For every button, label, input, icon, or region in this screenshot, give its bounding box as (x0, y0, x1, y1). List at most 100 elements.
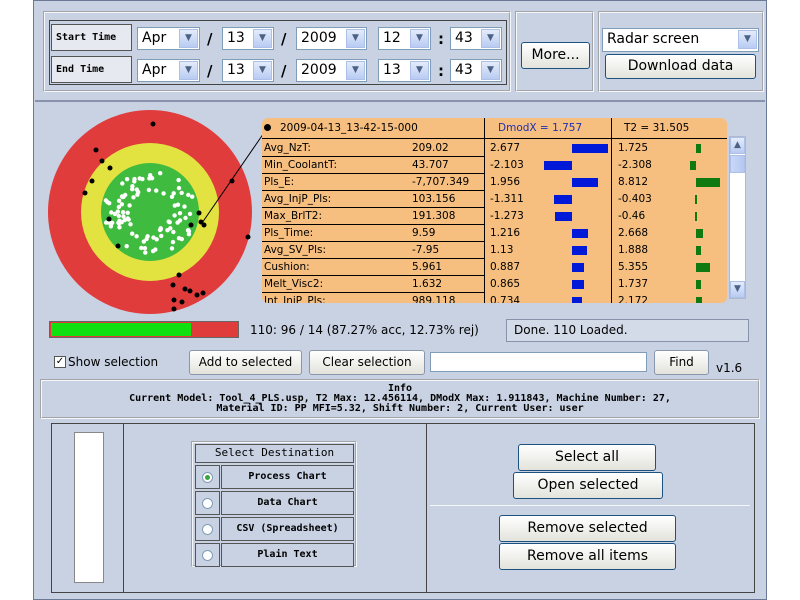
destination-radio[interactable] (202, 472, 213, 483)
row-value: 209.02 (412, 142, 449, 154)
start-day-select[interactable]: 13 ▼ (222, 27, 274, 50)
chevron-down-icon[interactable]: ▼ (738, 30, 757, 49)
find-input[interactable] (430, 352, 647, 372)
start-hour-value: 12 (383, 30, 401, 46)
show-selection-label: Show selection (68, 355, 159, 369)
row-name: Avg_NzT: (264, 142, 311, 154)
date-separator: / (207, 62, 213, 80)
row-name: Max_BrlT2: (264, 210, 323, 222)
selection-list[interactable] (74, 432, 104, 583)
selection-list-frame (51, 423, 124, 593)
download-data-button[interactable]: Download data (605, 54, 756, 79)
destination-radio-cell[interactable] (195, 491, 220, 515)
start-minute-select[interactable]: 43 ▼ (450, 27, 502, 50)
chevron-down-icon[interactable]: ▼ (346, 61, 365, 80)
chevron-down-icon[interactable]: ▼ (481, 61, 500, 80)
open-selected-button[interactable]: Open selected (513, 472, 663, 499)
t2-bar (696, 263, 711, 272)
row-t2: 8.812 (618, 176, 649, 188)
row-name: Avg_InjP_Pls: (264, 193, 332, 205)
end-month-select[interactable]: Apr ▼ (137, 59, 200, 82)
row-dmodx: 1.956 (490, 176, 521, 188)
find-button[interactable]: Find (654, 350, 709, 375)
row-name: Min_CoolantT: (264, 159, 337, 171)
chevron-down-icon[interactable]: ▼ (179, 61, 198, 80)
dmodx-bar (555, 212, 572, 221)
clear-selection-button[interactable]: Clear selection (309, 350, 425, 375)
chevron-down-icon[interactable]: ▼ (481, 29, 500, 48)
view-select[interactable]: Radar screen ▼ (602, 28, 759, 52)
remove-all-items-button[interactable]: Remove all items (499, 543, 676, 570)
info-title: Info (387, 383, 413, 394)
table-row[interactable]: Cushion: 5.961 0.887 5.355 (262, 259, 727, 276)
end-year-select[interactable]: 2009 ▼ (296, 59, 367, 82)
chevron-down-icon[interactable]: ▼ (253, 29, 272, 48)
table-row[interactable]: Avg_InjP_Pls: 103.156 -1.311 -0.403 (262, 191, 727, 208)
chevron-down-icon[interactable]: ▼ (179, 29, 198, 48)
table-row[interactable]: Avg_SV_Pls: -7.95 1.13 1.888 (262, 242, 727, 259)
accepted-point (131, 195, 136, 200)
start-month-select[interactable]: Apr ▼ (137, 27, 200, 50)
destination-option[interactable]: CSV (Spreadsheet) (221, 517, 354, 541)
destination-radio[interactable] (202, 550, 213, 561)
end-minute-select[interactable]: 43 ▼ (450, 59, 502, 82)
t2-bar (696, 178, 720, 187)
destination-radio[interactable] (202, 524, 213, 535)
progress-fill (51, 323, 192, 336)
show-selection-checkbox[interactable]: ✓ (54, 356, 66, 368)
accepted-point (121, 214, 126, 219)
select-all-button[interactable]: Select all (518, 444, 656, 471)
table-row[interactable]: Max_BrlT2: 191.308 -1.273 -0.46 (262, 208, 727, 225)
table-row[interactable]: Avg_NzT: 209.02 2.677 1.725 (262, 140, 727, 157)
radar-green-zone (101, 163, 199, 261)
accepted-point (176, 185, 182, 191)
row-value: 1.632 (412, 278, 443, 290)
start-year-select[interactable]: 2009 ▼ (296, 27, 367, 50)
table-row[interactable]: Pls_Time: 9.59 1.216 2.668 (262, 225, 727, 242)
more-button[interactable]: More... (521, 42, 590, 69)
dmodx-bar (572, 280, 584, 289)
table-row[interactable]: Int_InjP_Pls: 989.118 0.734 2.172 (262, 293, 727, 303)
start-hour-select[interactable]: 12 ▼ (378, 27, 431, 50)
scroll-down-button[interactable]: ▼ (730, 281, 745, 298)
accepted-point (158, 171, 163, 176)
row-dmodx: -1.311 (490, 193, 524, 205)
add-to-selected-button[interactable]: Add to selected (189, 350, 302, 375)
scroll-thumb[interactable] (730, 155, 745, 173)
accepted-point (125, 210, 130, 215)
destination-option-label: CSV (Spreadsheet) (236, 523, 339, 534)
radar-chart[interactable] (40, 105, 270, 320)
table-scrollbar[interactable]: ▲ ▼ (729, 136, 746, 299)
destination-radio-cell[interactable] (195, 543, 220, 567)
chevron-down-icon[interactable]: ▼ (346, 29, 365, 48)
chevron-down-icon[interactable]: ▼ (410, 29, 429, 48)
destination-option[interactable]: Data Chart (221, 491, 354, 515)
accepted-point (108, 224, 114, 229)
end-hour-select[interactable]: 13 ▼ (378, 59, 431, 82)
end-day-select[interactable]: 13 ▼ (222, 59, 274, 82)
scroll-up-button[interactable]: ▲ (730, 137, 745, 154)
destination-option[interactable]: Process Chart (221, 465, 354, 489)
row-dmodx: 2.677 (490, 142, 521, 154)
table-row[interactable]: Pls_E: -7,707.349 1.956 8.812 (262, 174, 727, 191)
destination-radio-cell[interactable] (195, 517, 220, 541)
end-year-value: 2009 (301, 62, 337, 78)
destination-radio-cell[interactable] (195, 465, 220, 489)
table-header: 2009-04-13_13-42-15-000 DmodX = 1.757 T2… (262, 120, 727, 137)
destination-radio[interactable] (202, 498, 213, 509)
accepted-points (103, 171, 195, 255)
accepted-point (116, 204, 122, 210)
destination-option[interactable]: Plain Text (221, 543, 354, 567)
remove-selected-button[interactable]: Remove selected (499, 515, 676, 542)
chevron-down-icon[interactable]: ▼ (253, 61, 272, 80)
accepted-point (161, 191, 166, 196)
chevron-down-icon[interactable]: ▼ (410, 61, 429, 80)
table-row[interactable]: Melt_Visc2: 1.632 0.865 1.737 (262, 276, 727, 293)
row-dmodx: 0.887 (490, 261, 521, 273)
end-hour-value: 13 (383, 62, 401, 78)
divider (484, 118, 485, 303)
start-day-value: 13 (227, 30, 245, 46)
accepted-point (116, 213, 122, 219)
data-table[interactable]: 2009-04-13_13-42-15-000 DmodX = 1.757 T2… (262, 118, 727, 303)
table-row[interactable]: Min_CoolantT: 43.707 -2.103 -2.308 (262, 157, 727, 174)
